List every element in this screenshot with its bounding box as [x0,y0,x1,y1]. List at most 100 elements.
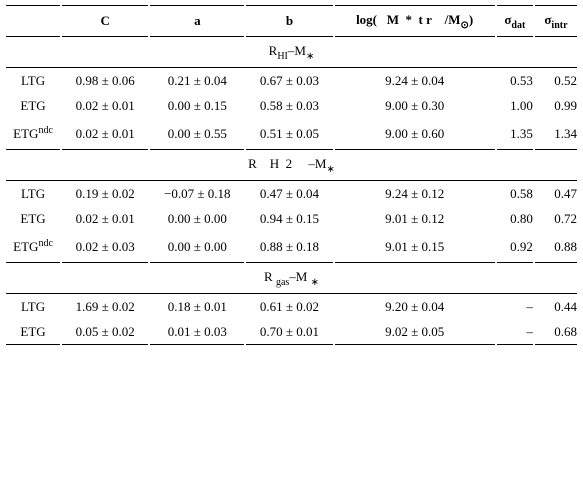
text-segment: LTG [21,298,46,314]
data-row: ETG 0.05 ± 0.02 0.01 ± 0.03 0.70 ± 0.01 9.02… [6,319,577,345]
section-row: R gas–M ∗ [6,263,577,294]
value-cell: 0.52 [554,72,577,88]
text-segment: σ [504,11,512,27]
value-cell: – [526,298,533,314]
row-label: LTG [6,294,60,319]
value-cell: 9.01 ± 0.15 [334,231,495,263]
text-segment: –M [289,268,311,284]
value-cell: 0.02 ± 0.01 [75,97,135,113]
value-cell: 0.21 ± 0.04 [167,72,227,88]
text-segment: log( M * t r /M [356,11,461,27]
value-cell: 9.24 ± 0.04 [385,72,445,88]
value-cell: 0.61 ± 0.02 [259,298,320,314]
text-segment: HI [277,50,288,62]
row-label: ETG [6,206,60,231]
value-cell: 0.00 ± 0.00 [150,231,245,263]
text-segment: ∗ [305,50,315,62]
text-segment: LTG [21,72,46,88]
text-segment: b [285,13,294,28]
value-cell: 0.05 ± 0.02 [62,319,149,345]
section-title: R gas–M ∗ [6,263,577,294]
text-segment: ) [468,11,474,27]
value-cell: 0.80 [510,210,533,226]
value-cell: 0.72 [554,210,577,226]
text-segment: R [264,268,276,284]
value-cell: 1.00 [510,97,533,113]
text-segment: dat [511,19,526,31]
value-cell: 9.00 ± 0.30 [385,97,445,113]
value-cell: −0.07 ± 0.18 [164,185,231,201]
value-cell: 0.68 [534,319,577,345]
text-segment: ETG [20,97,46,113]
value-cell: 0.58 [510,185,533,201]
value-cell: 9.00 ± 0.60 [334,118,495,150]
value-cell: 0.70 ± 0.01 [246,319,333,345]
text-segment: intr [551,19,568,31]
value-cell: 9.20 ± 0.04 [385,298,445,314]
data-row: ETGndc 0.02 ± 0.03 0.00 ± 0.00 0.88 ± 0.18 9… [6,231,577,263]
value-cell: 0.47 [554,185,577,201]
text-segment: –M [287,42,306,58]
row-label: ETG [6,319,61,345]
value-cell: 0.88 ± 0.18 [246,231,333,263]
text-segment: σ [544,11,552,27]
row-label: LTG [6,181,60,206]
row-label: ETGndc [6,231,61,263]
value-cell: 0.92 [496,231,533,263]
text-segment: ETG [13,126,39,141]
value-cell: – [496,319,533,345]
column-header: σdat [496,5,533,37]
section-row: RHI–M∗ [6,37,577,68]
column-header: σintr [534,5,577,37]
text-segment: LTG [21,185,46,201]
value-cell: 9.01 ± 0.12 [385,210,445,226]
value-cell: 0.53 [510,72,533,88]
text-segment: ndc [38,125,53,136]
value-cell: 1.34 [534,118,577,150]
data-row: ETGndc 0.02 ± 0.01 0.00 ± 0.55 0.51 ± 0.05 9… [6,118,577,150]
value-cell: 0.02 ± 0.01 [75,210,135,226]
data-row: LTG 1.69 ± 0.02 0.18 ± 0.01 0.61 ± 0.02 9.20… [6,294,577,319]
text-segment: ⊙ [460,19,469,31]
column-header: log( M * t r /M⊙) [334,5,495,37]
column-header: C [62,5,149,37]
column-header: a [150,5,245,37]
value-cell: 0.51 ± 0.05 [246,118,333,150]
row-label: ETG [6,93,60,118]
value-cell: 1.35 [496,118,533,150]
value-cell: 9.02 ± 0.05 [334,319,495,345]
table-body: RHI–M∗ LTG 0.98 ± 0.06 0.21 ± 0.04 0.67 ± 0.… [6,37,577,345]
corner-cell [6,5,61,37]
value-cell: 0.88 [534,231,577,263]
text-segment: ETG [20,210,46,226]
text-segment: ETG [13,239,39,254]
value-cell: 9.24 ± 0.12 [385,185,445,201]
row-label: LTG [6,68,60,93]
section-row: R H 2 –M∗ [6,150,577,181]
data-row: ETG 0.02 ± 0.01 0.00 ± 0.15 0.58 ± 0.03 9.00… [6,93,577,118]
value-cell: 0.00 ± 0.00 [167,210,227,226]
value-cell: 0.98 ± 0.06 [75,72,135,88]
text-segment: a [194,13,201,28]
row-label: ETGndc [6,118,61,150]
value-cell: 0.58 ± 0.03 [259,97,320,113]
value-cell: 0.94 ± 0.15 [259,210,320,226]
value-cell: 0.44 [554,298,577,314]
value-cell: 0.00 ± 0.55 [150,118,245,150]
value-cell: 0.01 ± 0.03 [150,319,245,345]
section-title: RHI–M∗ [6,37,577,68]
text-segment: R H 2 –M [248,155,327,171]
text-segment: ETG [20,323,46,339]
data-row: LTG 0.98 ± 0.06 0.21 ± 0.04 0.67 ± 0.03 9.24… [6,68,577,93]
value-cell: 0.02 ± 0.01 [62,118,149,150]
text-segment: R [268,42,278,58]
text-segment: ndc [38,238,53,249]
value-cell: 0.19 ± 0.02 [75,185,135,201]
text-segment: C [100,13,110,28]
data-row: ETG 0.02 ± 0.01 0.00 ± 0.00 0.94 ± 0.15 9.01… [6,206,577,231]
text-segment: gas [275,276,290,288]
text-segment: ∗ [310,276,319,288]
